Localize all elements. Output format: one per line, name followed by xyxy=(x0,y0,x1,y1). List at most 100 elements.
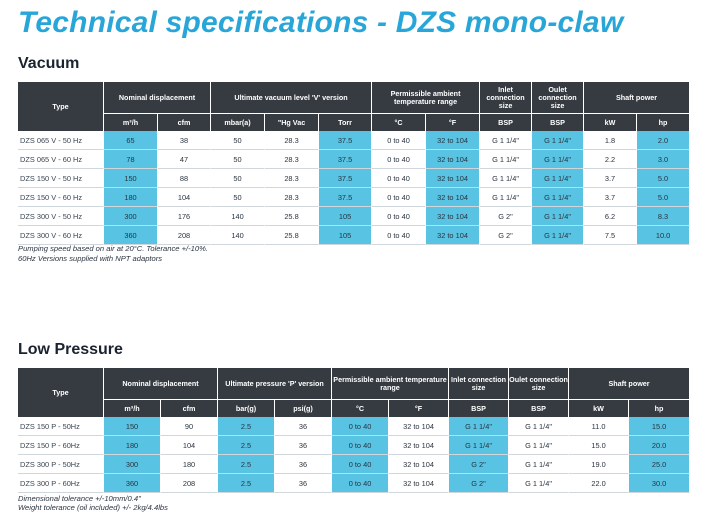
value-cell: 208 xyxy=(161,474,219,493)
note-weight-tolerance: Weight tolerance (oil included) +/- 2kg/… xyxy=(18,503,168,512)
value-cell: 36 xyxy=(275,455,333,474)
value-cell: 78 xyxy=(104,150,158,169)
header-shaft-power: Shaft power xyxy=(569,368,691,399)
value-cell: 36 xyxy=(275,474,333,493)
value-cell: 32 to 104 xyxy=(389,417,450,436)
low-pressure-section-title: Low Pressure xyxy=(18,341,123,358)
value-cell: 0 to 40 xyxy=(372,131,427,150)
header-nominal-displacement: Nominal displacement xyxy=(104,368,219,399)
value-cell: 180 xyxy=(161,455,219,474)
header-type: Type xyxy=(18,82,104,131)
value-cell: 180 xyxy=(104,436,161,455)
value-cell: 50 xyxy=(211,169,266,188)
value-cell: 50 xyxy=(211,188,266,207)
value-cell: 50 xyxy=(211,150,266,169)
value-cell: 25.0 xyxy=(629,455,691,474)
value-cell: 28.3 xyxy=(265,150,320,169)
value-cell: 0 to 40 xyxy=(372,150,427,169)
unit-header: °F xyxy=(426,113,481,131)
value-cell: 32 to 104 xyxy=(426,188,481,207)
header-ultimate-vacuum: Ultimate vacuum level 'V' version xyxy=(211,82,373,113)
table-row: DZS 150 V - 50 Hz 150 88 50 28.3 37.5 0 to 40 3… xyxy=(18,169,691,188)
value-cell: G 2" xyxy=(480,226,533,245)
value-cell: G 1 1/4" xyxy=(532,169,585,188)
vacuum-spec-table: Type Nominal displacement Ultimate vacuu… xyxy=(18,82,691,245)
header-ambient-temperature: Permissible ambient temperature range xyxy=(332,368,450,399)
value-cell: 50 xyxy=(211,131,266,150)
value-cell: 37.5 xyxy=(319,169,373,188)
value-cell: 2.5 xyxy=(218,474,276,493)
value-cell: 32 to 104 xyxy=(426,207,481,226)
value-cell: 32 to 104 xyxy=(426,131,481,150)
table-row: DZS 150 P - 60Hz 180 104 2.5 36 0 to 40 32 to … xyxy=(18,436,691,455)
unit-header: m³/h xyxy=(104,113,158,131)
value-cell: 5.0 xyxy=(637,188,691,207)
vacuum-section-title: Vacuum xyxy=(18,55,80,72)
value-cell: 22.0 xyxy=(569,474,630,493)
value-cell: 47 xyxy=(158,150,212,169)
value-cell: 180 xyxy=(104,188,158,207)
model-cell: DZS 300 P - 60Hz xyxy=(18,474,104,493)
value-cell: G 1 1/4" xyxy=(532,150,585,169)
header-shaft-power: Shaft power xyxy=(584,82,691,113)
value-cell: 105 xyxy=(319,207,373,226)
unit-header: m³/h xyxy=(104,399,161,417)
value-cell: 37.5 xyxy=(319,150,373,169)
model-cell: DZS 150 V - 50 Hz xyxy=(18,169,104,188)
value-cell: 300 xyxy=(104,207,158,226)
value-cell: 360 xyxy=(104,226,158,245)
header-outlet-size: Oulet connection size xyxy=(509,368,570,399)
value-cell: 65 xyxy=(104,131,158,150)
value-cell: 150 xyxy=(104,417,161,436)
value-cell: 0 to 40 xyxy=(372,226,427,245)
value-cell: 88 xyxy=(158,169,212,188)
value-cell: G 1 1/4" xyxy=(532,131,585,150)
value-cell: G 2" xyxy=(480,207,533,226)
unit-header: BSP xyxy=(509,399,570,417)
note-dimensional-tolerance: Dimensional tolerance +/-10mm/0.4" xyxy=(18,494,141,503)
model-cell: DZS 065 V - 50 Hz xyxy=(18,131,104,150)
unit-header: hp xyxy=(629,399,691,417)
header-ambient-temperature: Permissible ambient temperature range xyxy=(372,82,481,113)
value-cell: 37.5 xyxy=(319,131,373,150)
table-row: DZS 150 P - 50Hz 150 90 2.5 36 0 to 40 32 to 1… xyxy=(18,417,691,436)
value-cell: 32 to 104 xyxy=(389,436,450,455)
value-cell: 2.5 xyxy=(218,417,276,436)
value-cell: 6.2 xyxy=(584,207,638,226)
unit-header: BSP xyxy=(480,113,533,131)
value-cell: 1.8 xyxy=(584,131,638,150)
value-cell: 0 to 40 xyxy=(372,188,427,207)
vacuum-note-npt-adaptors: 60Hz Versions supplied with NPT adaptors xyxy=(18,254,163,263)
header-ultimate-pressure: Ultimate pressure 'P' version xyxy=(218,368,333,399)
value-cell: 32 to 104 xyxy=(426,169,481,188)
model-cell: DZS 300 V - 50 Hz xyxy=(18,207,104,226)
value-cell: G 1 1/4" xyxy=(509,417,570,436)
value-cell: 25.8 xyxy=(265,207,320,226)
unit-header: bar(g) xyxy=(218,399,276,417)
value-cell: 3.0 xyxy=(637,150,691,169)
value-cell: G 1 1/4" xyxy=(532,188,585,207)
value-cell: 19.0 xyxy=(569,455,630,474)
unit-header: hp xyxy=(637,113,691,131)
value-cell: 32 to 104 xyxy=(426,226,481,245)
model-cell: DZS 150 P - 50Hz xyxy=(18,417,104,436)
unit-header: °F xyxy=(389,399,450,417)
value-cell: 2.5 xyxy=(218,455,276,474)
table-row: DZS 300 P - 60Hz 360 208 2.5 36 0 to 40 32 to … xyxy=(18,474,691,493)
value-cell: 10.0 xyxy=(637,226,691,245)
value-cell: G 2" xyxy=(449,474,510,493)
value-cell: 20.0 xyxy=(629,436,691,455)
table-row: DZS 065 V - 60 Hz 78 47 50 28.3 37.5 0 to 40 32… xyxy=(18,150,691,169)
value-cell: 2.5 xyxy=(218,436,276,455)
unit-header: °C xyxy=(372,113,427,131)
unit-header: °C xyxy=(332,399,390,417)
model-cell: DZS 150 V - 60 Hz xyxy=(18,188,104,207)
header-nominal-displacement: Nominal displacement xyxy=(104,82,212,113)
value-cell: 104 xyxy=(161,436,219,455)
value-cell: G 1 1/4" xyxy=(532,226,585,245)
table-row: DZS 065 V - 50 Hz 65 38 50 28.3 37.5 0 to 40 32… xyxy=(18,131,691,150)
value-cell: G 1 1/4" xyxy=(509,474,570,493)
value-cell: G 1 1/4" xyxy=(480,131,533,150)
value-cell: 0 to 40 xyxy=(332,455,390,474)
unit-header: kW xyxy=(569,399,630,417)
